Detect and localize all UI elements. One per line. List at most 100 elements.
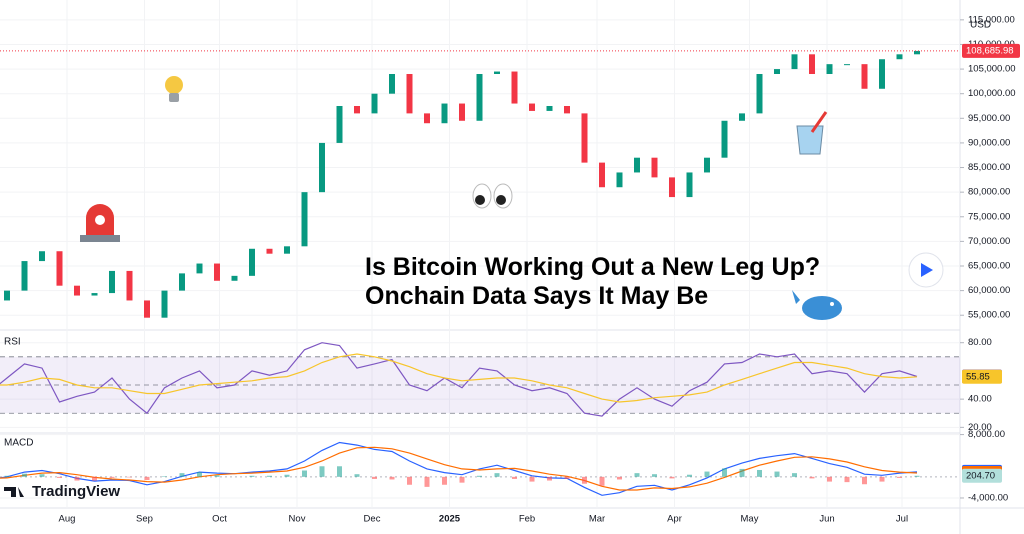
histogram-bar [22,473,27,477]
value-badge [962,468,1002,483]
candle [144,300,150,318]
y-tick-label: 60,000.00 [968,285,1010,296]
candle [284,246,290,254]
histogram-bar [827,476,832,482]
candle [704,157,710,173]
candle [494,71,500,74]
x-tick-label: Jul [896,514,908,525]
histogram-bar [354,474,360,477]
candle [39,251,45,262]
macd-label: MACD [4,438,33,449]
y-tick-label: 100,000.00 [968,88,1016,99]
play-button[interactable] [908,252,944,288]
candle [126,270,133,301]
x-tick-label: 2025 [439,514,461,525]
brand: TradingView [32,483,120,500]
histogram-bar [879,476,885,482]
histogram-bar [599,476,605,486]
candle [336,106,343,143]
y-tick-label: 20.00 [968,422,992,433]
candle [511,71,518,104]
y-tick-label: 40.00 [968,394,992,405]
histogram-bar [529,476,535,482]
histogram-bar [582,476,587,484]
histogram-bar [389,476,395,480]
histogram-bar [652,474,657,477]
value-badge [962,369,1002,384]
candle [809,54,815,74]
siren-icon [80,204,120,242]
histogram-bar [459,476,465,483]
candle [4,290,10,301]
y-tick-label: 55,000.00 [968,310,1010,321]
histogram-bar [634,473,640,477]
y-tick-label: 80,000.00 [968,187,1010,198]
candle [529,103,535,111]
candle [441,103,448,124]
headline: Onchain Data Says It May Be [365,282,708,310]
candle [914,50,920,55]
y-tick-label: -4,000.00 [968,492,1008,503]
histogram-bar [669,476,675,479]
candle [214,263,220,281]
headline: Is Bitcoin Working Out a New Leg Up? [365,253,820,281]
histogram-bar [564,476,570,479]
histogram-bar [337,466,342,477]
candle [546,106,553,111]
histogram-bar [39,474,45,477]
candle [21,261,28,291]
candle [424,113,430,124]
histogram-bar [687,474,692,477]
candle [756,74,763,114]
candle [686,172,693,198]
histogram-bar [162,476,167,477]
candle [459,103,465,121]
indicator-line [0,342,918,417]
x-tick-label: Oct [212,514,227,525]
candle [739,113,745,121]
price-label: 108,685.98 [966,45,1014,56]
histogram-bar [792,473,797,477]
candle [161,290,168,318]
histogram-bar [424,476,430,487]
y-tick-label: 90,000.00 [968,137,1010,148]
candle [371,93,378,114]
candle [301,192,308,247]
histogram-bar [214,475,220,477]
eyes-icon [472,183,513,209]
x-tick-label: Dec [364,514,381,525]
candle [91,293,98,296]
value-badge-label: 55.85 [966,371,990,382]
candle [774,69,780,74]
histogram-bar [144,476,150,481]
indicator-line [0,441,918,496]
histogram-bar [179,473,185,477]
histogram-bar [372,476,377,479]
whale-icon [792,290,842,320]
candle [581,113,588,163]
histogram-bar [757,469,762,477]
x-tick-label: Mar [589,514,605,525]
histogram-bar [739,468,745,477]
histogram-bar [127,476,132,478]
candle [231,275,238,281]
histogram-bar [4,475,10,477]
histogram-bar [109,476,115,478]
histogram-bar [319,466,325,477]
x-tick-label: Jun [819,514,834,525]
candle [826,64,833,74]
indicator-line [0,353,918,403]
y-tick-label: 75,000.00 [968,211,1010,222]
indicator-line [0,446,918,491]
candle [319,142,325,193]
price-badge [962,43,1020,58]
histogram-bar [74,476,80,481]
histogram-bar [774,471,780,477]
histogram-bar [92,476,97,481]
candle [196,263,203,274]
logo: TradingView [4,483,120,500]
candle [599,162,605,188]
histogram-bar [547,476,552,481]
bulb-icon [165,76,183,102]
